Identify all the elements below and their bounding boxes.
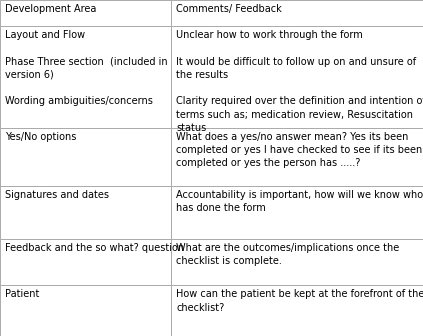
Text: Unclear how to work through the form

It would be difficult to follow up on and : Unclear how to work through the form It … <box>176 30 423 133</box>
Text: How can the patient be kept at the forefront of the
checklist?: How can the patient be kept at the foref… <box>176 289 423 312</box>
Text: Signatures and dates: Signatures and dates <box>5 190 109 200</box>
Bar <box>171 239 423 285</box>
Bar <box>171 285 423 336</box>
Text: Patient: Patient <box>5 289 39 299</box>
Text: Development Area: Development Area <box>5 4 96 14</box>
Bar <box>171 0 423 26</box>
Text: Comments/ Feedback: Comments/ Feedback <box>176 4 282 14</box>
Bar <box>171 26 423 128</box>
Text: Layout and Flow

Phase Three section  (included in
version 6)

Wording ambiguiti: Layout and Flow Phase Three section (inc… <box>5 30 168 106</box>
Bar <box>171 186 423 239</box>
Bar <box>0 0 171 26</box>
Bar <box>171 128 423 186</box>
Text: Yes/No options: Yes/No options <box>5 131 77 141</box>
Text: Accountability is important, how will we know who
has done the form: Accountability is important, how will we… <box>176 190 423 213</box>
Bar <box>0 239 171 285</box>
Bar <box>0 285 171 336</box>
Text: What does a yes/no answer mean? Yes its been
completed or yes I have checked to : What does a yes/no answer mean? Yes its … <box>176 131 423 168</box>
Text: What are the outcomes/implications once the
checklist is complete.: What are the outcomes/implications once … <box>176 243 400 266</box>
Bar <box>0 186 171 239</box>
Bar <box>0 128 171 186</box>
Text: Feedback and the so what? question: Feedback and the so what? question <box>5 243 184 253</box>
Bar <box>0 26 171 128</box>
